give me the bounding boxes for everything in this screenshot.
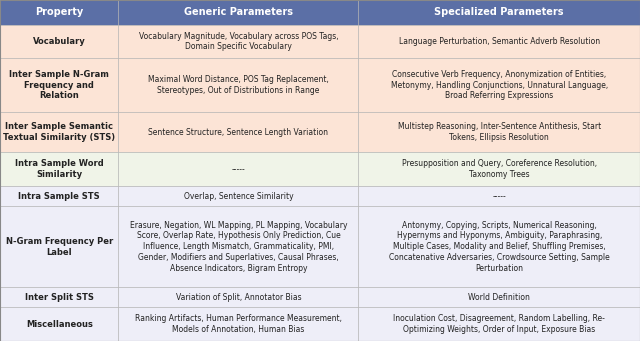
Bar — [0, 152, 118, 186]
Text: Antonymy, Copying, Scripts, Numerical Reasoning,
Hypernyms and Hyponyms, Ambigui: Antonymy, Copying, Scripts, Numerical Re… — [389, 221, 609, 273]
Bar — [0, 206, 118, 287]
Text: Sentence Structure, Sentence Length Variation: Sentence Structure, Sentence Length Vari… — [148, 128, 328, 137]
Bar — [358, 25, 640, 58]
Bar — [118, 206, 358, 287]
Text: Overlap, Sentence Similarity: Overlap, Sentence Similarity — [184, 192, 293, 201]
Text: Inoculation Cost, Disagreement, Random Labelling, Re-
Optimizing Weights, Order : Inoculation Cost, Disagreement, Random L… — [393, 314, 605, 334]
Bar — [358, 0, 640, 25]
Text: Presupposition and Query, Coreference Resolution,
Taxonomy Trees: Presupposition and Query, Coreference Re… — [402, 160, 596, 179]
Text: -----: ----- — [232, 165, 245, 174]
Bar — [358, 186, 640, 206]
Bar — [358, 152, 640, 186]
Text: Intra Sample Word
Similarity: Intra Sample Word Similarity — [15, 160, 104, 179]
Bar — [118, 112, 358, 152]
Text: Maximal Word Distance, POS Tag Replacement,
Stereotypes, Out of Distributions in: Maximal Word Distance, POS Tag Replaceme… — [148, 75, 329, 95]
Text: Inter Sample Semantic
Textual Similarity (STS): Inter Sample Semantic Textual Similarity… — [3, 122, 115, 142]
Text: -----: ----- — [492, 192, 506, 201]
Text: Inter Sample N-Gram
Frequency and
Relation: Inter Sample N-Gram Frequency and Relati… — [9, 70, 109, 100]
Bar — [358, 206, 640, 287]
Bar — [0, 58, 118, 112]
Text: Erasure, Negation, WL Mapping, PL Mapping, Vocabulary
Score, Overlap Rate, Hypot: Erasure, Negation, WL Mapping, PL Mappin… — [130, 221, 347, 273]
Bar — [0, 0, 118, 25]
Text: N-Gram Frequency Per
Label: N-Gram Frequency Per Label — [6, 237, 113, 257]
Text: Property: Property — [35, 7, 83, 17]
Text: Variation of Split, Annotator Bias: Variation of Split, Annotator Bias — [175, 293, 301, 302]
Text: World Definition: World Definition — [468, 293, 530, 302]
Bar — [0, 186, 118, 206]
Bar — [358, 112, 640, 152]
Text: Inter Split STS: Inter Split STS — [25, 293, 93, 302]
Bar — [0, 287, 118, 307]
Bar — [358, 287, 640, 307]
Bar — [0, 25, 118, 58]
Text: Vocabulary: Vocabulary — [33, 37, 86, 46]
Text: Intra Sample STS: Intra Sample STS — [19, 192, 100, 201]
Bar — [0, 307, 118, 341]
Text: Ranking Artifacts, Human Performance Measurement,
Models of Annotation, Human Bi: Ranking Artifacts, Human Performance Mea… — [135, 314, 342, 334]
Bar — [118, 307, 358, 341]
Bar — [118, 58, 358, 112]
Text: Generic Parameters: Generic Parameters — [184, 7, 293, 17]
Bar — [0, 112, 118, 152]
Text: Consecutive Verb Frequency, Anonymization of Entities,
Metonymy, Handling Conjun: Consecutive Verb Frequency, Anonymizatio… — [390, 70, 608, 100]
Text: Multistep Reasoning, Inter-Sentence Antithesis, Start
Tokens, Ellipsis Resolutio: Multistep Reasoning, Inter-Sentence Anti… — [397, 122, 601, 142]
Bar — [358, 307, 640, 341]
Bar — [118, 25, 358, 58]
Text: Vocabulary Magnitude, Vocabulary across POS Tags,
Domain Specific Vocabulary: Vocabulary Magnitude, Vocabulary across … — [139, 31, 338, 51]
Bar — [118, 287, 358, 307]
Bar — [358, 58, 640, 112]
Bar — [118, 186, 358, 206]
Text: Miscellaneous: Miscellaneous — [26, 320, 93, 329]
Text: Language Perturbation, Semantic Adverb Resolution: Language Perturbation, Semantic Adverb R… — [399, 37, 600, 46]
Text: Specialized Parameters: Specialized Parameters — [435, 7, 564, 17]
Bar — [118, 0, 358, 25]
Bar — [118, 152, 358, 186]
